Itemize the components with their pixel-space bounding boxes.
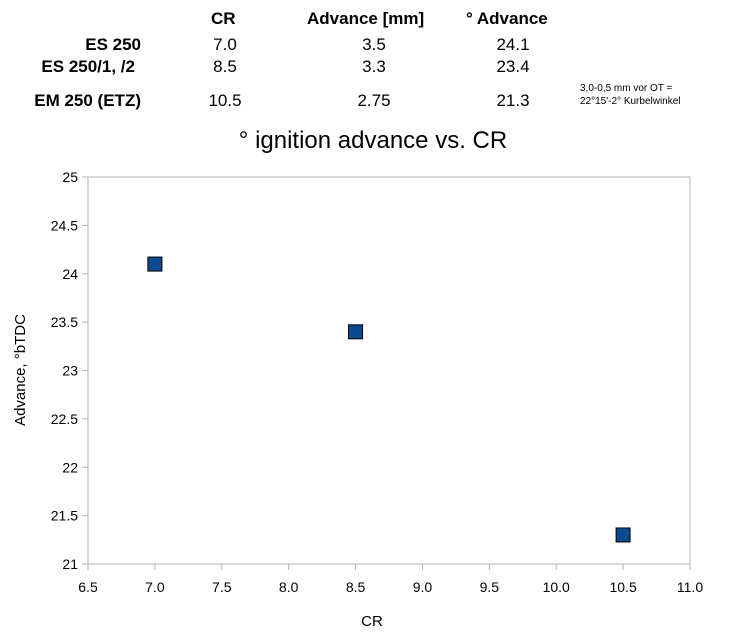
y-tick-label: 23.5 bbox=[51, 314, 78, 330]
row-es250-deg: 24.1 bbox=[496, 35, 530, 54]
y-axis-ticks: 21 21.5 22 22.5 23 23.5 24 24.5 25 bbox=[51, 169, 88, 572]
chart-title: ° ignition advance vs. CR bbox=[238, 127, 508, 154]
y-tick-label: 25 bbox=[62, 169, 78, 185]
y-tick-label: 24.5 bbox=[51, 217, 78, 233]
data-point bbox=[615, 527, 631, 543]
x-tick-label: 7.0 bbox=[145, 579, 165, 595]
y-tick-label: 21 bbox=[62, 556, 78, 572]
note-line-2: 22°15'-2° Kurbelwinkel bbox=[580, 96, 681, 107]
y-tick-label: 22 bbox=[62, 459, 78, 475]
x-tick-label: 10.5 bbox=[609, 579, 636, 595]
y-tick-label: 23 bbox=[62, 363, 78, 379]
data-point bbox=[147, 256, 163, 272]
row-es250-1-2-mm: 3.3 bbox=[362, 57, 386, 76]
x-tick-label: 9.5 bbox=[480, 579, 500, 595]
x-tick-label: 6.5 bbox=[78, 579, 98, 595]
y-axis-label: Advance, °bTDC bbox=[12, 314, 29, 426]
row-es250-1-2-deg: 23.4 bbox=[496, 57, 530, 76]
x-tick-label: 8.0 bbox=[279, 579, 299, 595]
x-tick-label: 7.5 bbox=[212, 579, 232, 595]
row-es250-1-2-cr: 8.5 bbox=[213, 57, 237, 76]
x-tick-label: 11.0 bbox=[677, 579, 703, 595]
row-label-em250-etz: EM 250 (ETZ) bbox=[34, 91, 141, 110]
x-tick-label: 10.0 bbox=[543, 579, 570, 595]
y-tick-label: 24 bbox=[62, 266, 78, 282]
y-tick-label: 22.5 bbox=[51, 411, 78, 427]
data-points bbox=[147, 256, 631, 543]
data-point bbox=[348, 324, 364, 340]
row-es250-cr: 7.0 bbox=[213, 35, 237, 54]
plot-area bbox=[87, 176, 691, 565]
row-em250-deg: 21.3 bbox=[496, 91, 530, 110]
row-label-es250: ES 250 bbox=[85, 35, 141, 54]
header-advance-mm: Advance [mm] bbox=[307, 9, 425, 28]
x-axis-ticks: 6.5 7.0 7.5 8.0 8.5 9.0 9.5 10.0 10.5 11.0 bbox=[78, 564, 703, 595]
row-es250-mm: 3.5 bbox=[362, 35, 386, 54]
x-axis-label: CR bbox=[361, 613, 383, 630]
row-em250-cr: 10.5 bbox=[208, 91, 242, 110]
row-em250-mm: 2.75 bbox=[357, 91, 391, 110]
x-tick-label: 8.5 bbox=[346, 579, 366, 595]
header-cr: CR bbox=[211, 9, 236, 28]
note-line-1: 3,0-0,5 mm vor OT = bbox=[580, 83, 673, 94]
y-tick-label: 21.5 bbox=[51, 508, 78, 524]
header-advance-deg: ° Advance bbox=[466, 9, 548, 28]
x-tick-label: 9.0 bbox=[413, 579, 433, 595]
row-label-es250-1-2: ES 250/1, /2 bbox=[41, 57, 135, 76]
